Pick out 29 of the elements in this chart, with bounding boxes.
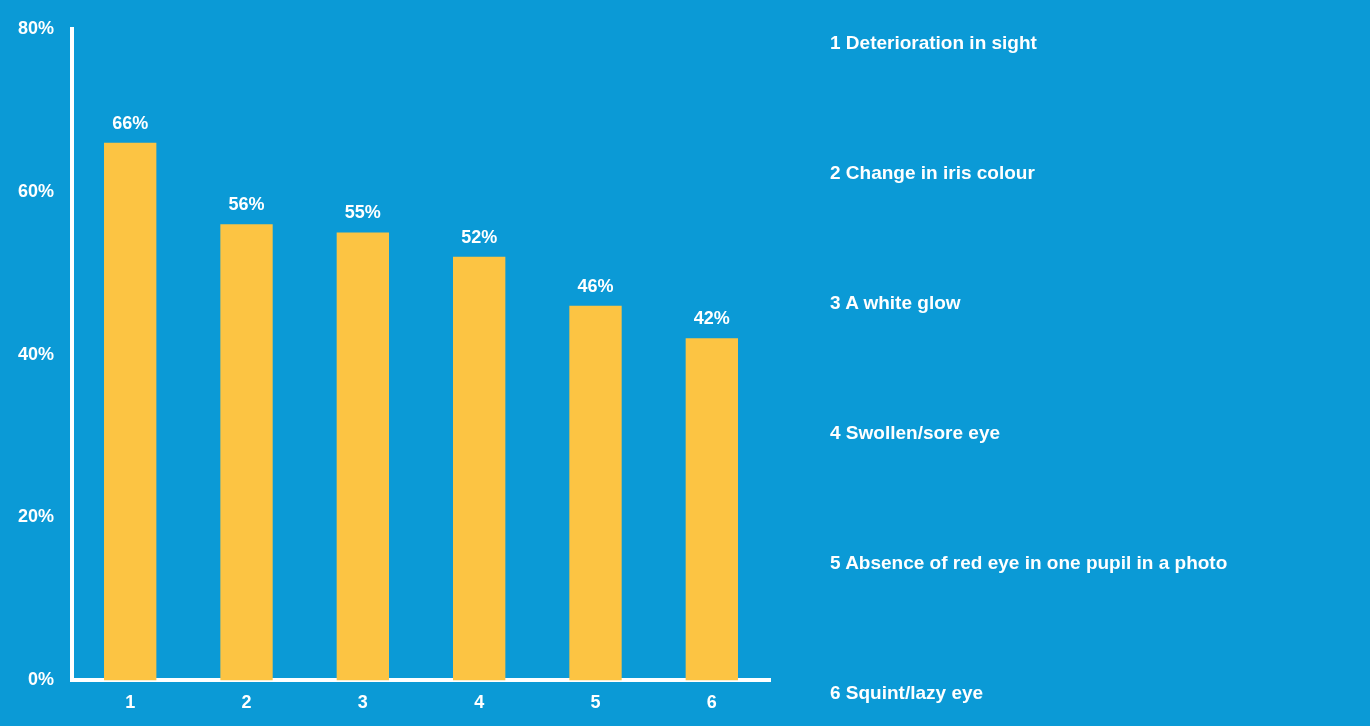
data-label: 46% [577,275,614,296]
y-tick-label: 0% [28,669,55,690]
data-label: 66% [112,112,149,133]
y-tick-label: 60% [18,180,55,201]
bar [104,142,157,681]
bar [453,256,506,681]
x-tick-label: 2 [241,692,252,713]
data-label: 55% [344,202,381,223]
x-tick-label: 3 [357,692,368,713]
x-tick-label: 1 [125,692,136,713]
bar [685,338,739,681]
data-label: 56% [228,194,265,215]
text: 1 Deterioration in sight [830,32,1038,54]
x-tick-label: 4 [474,692,485,713]
text: 3 A white glow [830,292,962,314]
text: 5 Absence of red eye in one pupil in a photo [830,552,1228,574]
data-label: 42% [693,308,730,329]
x-tick-label: 6 [706,692,717,713]
text: 4 Swollen/sore eye [830,422,1002,444]
bar [220,224,273,681]
data-label: 52% [461,226,498,247]
text: 6 Squint/lazy eye [830,682,985,704]
y-tick-label: 20% [18,506,55,527]
y-tick-label: 80% [18,17,55,38]
x-tick-label: 5 [590,692,601,713]
text: 2 Change in iris colour [830,162,1036,184]
bar [569,305,622,681]
bar [336,232,390,681]
y-tick-label: 40% [18,343,55,364]
